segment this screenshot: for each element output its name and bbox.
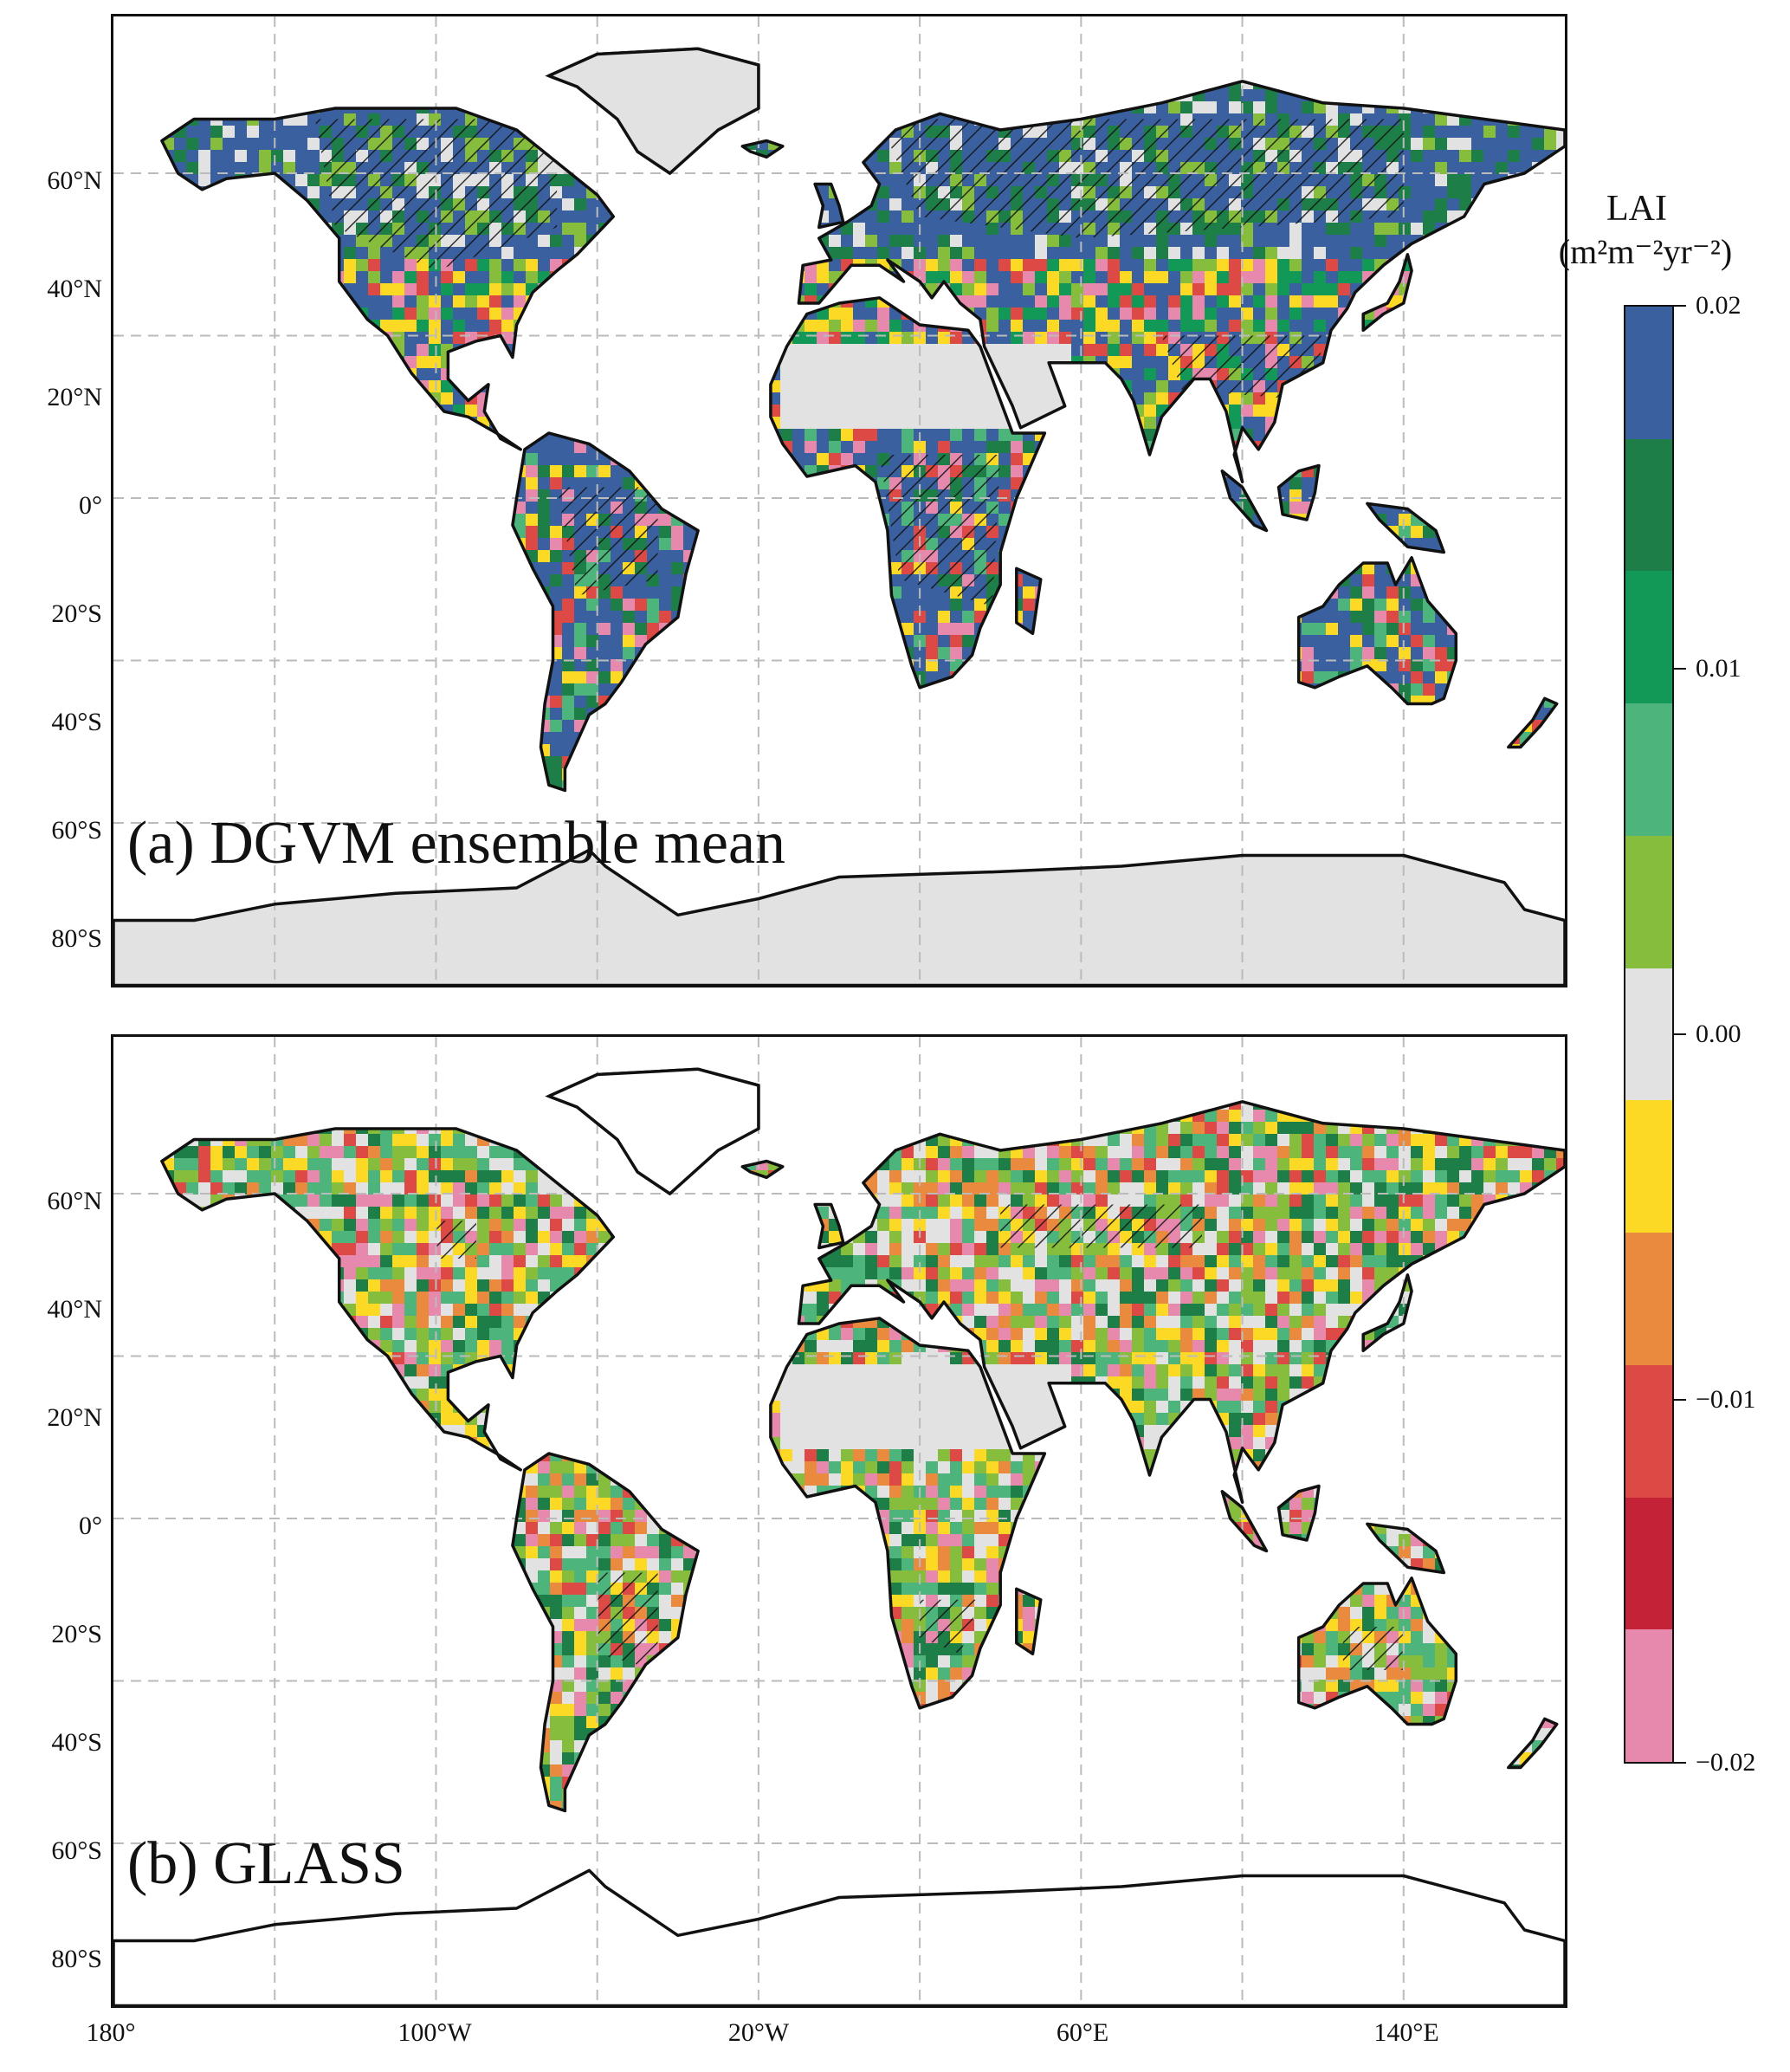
lat-tick-a-40n: 40°N <box>47 275 102 303</box>
cb-tick-neg-0.01: −0.01 <box>1696 1385 1756 1414</box>
map-svg-dgvm <box>113 16 1565 985</box>
coastline-north-america <box>160 107 616 451</box>
coastline-uk <box>813 182 845 230</box>
panel-label-a: (a) DGVM ensemble mean <box>127 810 786 877</box>
colorbar-segment-8 <box>1625 1364 1672 1498</box>
cb-tick-0.01: 0.01 <box>1696 654 1742 683</box>
lat-tick-a-40s: 40°S <box>51 708 102 736</box>
colorbar-segment-10 <box>1625 1629 1672 1763</box>
colorbar-segment-6 <box>1625 1100 1672 1233</box>
lon-tick-100w: 100°W <box>397 2018 472 2047</box>
colorbar-segment-3 <box>1625 703 1672 836</box>
coastline-north-america <box>160 1127 616 1472</box>
antarctica-land <box>113 1870 1565 2005</box>
coastline-antarctica <box>113 848 1565 985</box>
coastline-madagascar <box>1015 567 1043 636</box>
coastline-japan <box>1361 1273 1413 1353</box>
colorbar-segment-9 <box>1625 1497 1672 1630</box>
lat-tick-b-60s: 60°S <box>51 1836 102 1865</box>
coastline-iceland <box>740 1159 785 1180</box>
coastline-japan <box>1361 253 1413 333</box>
coastline-eurasia <box>797 1100 1565 1505</box>
coastline-new-guinea <box>1366 1522 1446 1575</box>
coastline-madagascar <box>1015 1587 1043 1656</box>
greenland-land <box>545 47 760 176</box>
cb-tickmark-3 <box>1674 1033 1686 1035</box>
lat-tick-b-40s: 40°S <box>51 1728 102 1757</box>
cb-tickmark-5 <box>1674 1762 1686 1764</box>
coastline-new-zealand <box>1507 696 1559 749</box>
coastline-iceland <box>740 139 785 159</box>
lat-tick-b-20s: 20°S <box>51 1620 102 1648</box>
cb-tickmark-4 <box>1674 1399 1686 1401</box>
colorbar-segment-7 <box>1625 1233 1672 1365</box>
colorbar-segment-5 <box>1625 968 1672 1101</box>
cb-tick-0.02: 0.02 <box>1696 291 1742 320</box>
coastline-borneo <box>1276 1484 1321 1542</box>
coastline-new-zealand <box>1507 1717 1559 1770</box>
lat-tick-a-20n: 20°N <box>47 383 102 411</box>
cb-tick-0.00: 0.00 <box>1696 1020 1742 1048</box>
lat-tick-b-40n: 40°N <box>47 1295 102 1324</box>
coastline-australia <box>1296 556 1458 706</box>
gridlines <box>113 16 1565 985</box>
lon-tick-140e: 140°E <box>1373 2018 1439 2047</box>
colorbar-segment-4 <box>1625 835 1672 968</box>
lat-tick-a-80s: 80°S <box>51 924 102 953</box>
coastlines <box>113 1067 1565 2005</box>
lon-tick-20w: 20°W <box>727 2018 790 2047</box>
colorbar <box>1624 305 1674 1764</box>
coastline-eurasia <box>797 80 1565 484</box>
colorbar-title: LAI <box>1606 189 1667 229</box>
cb-tick-neg-0.02: −0.02 <box>1696 1748 1756 1777</box>
coastline-sumatra <box>1220 469 1269 533</box>
colorbar-segment-1 <box>1625 438 1672 572</box>
lat-tick-b-0: 0° <box>79 1512 102 1540</box>
cb-tickmark-2 <box>1674 668 1686 670</box>
greenland-land <box>545 1067 760 1196</box>
coastline-australia <box>1296 1577 1458 1726</box>
colorbar-segment-2 <box>1625 571 1672 704</box>
lat-tick-b-20n: 20°N <box>47 1403 102 1432</box>
colorbar-segment-0 <box>1625 307 1672 439</box>
cb-tickmark-1 <box>1674 305 1686 307</box>
coastline-south-america <box>511 1452 700 1813</box>
map-svg-glass <box>113 1037 1565 2005</box>
coastline-new-guinea <box>1366 502 1446 554</box>
lon-tick-60e: 60°E <box>1056 2018 1109 2047</box>
colorbar-units: (m²m⁻²yr⁻²) <box>1558 232 1733 271</box>
significance-hatching <box>436 1204 1404 1670</box>
coastlines <box>113 47 1565 985</box>
coastline-africa <box>769 1317 1047 1710</box>
panel-label-b: (b) GLASS <box>127 1830 405 1897</box>
coastline-africa <box>769 296 1047 690</box>
coastline-antarctica <box>113 1868 1565 2005</box>
coastline-sumatra <box>1220 1490 1269 1553</box>
lat-tick-a-0: 0° <box>79 491 102 520</box>
lat-tick-b-60n: 60°N <box>47 1187 102 1215</box>
lat-tick-a-60s: 60°S <box>51 816 102 845</box>
coastline-uk <box>813 1202 845 1250</box>
coastline-borneo <box>1276 463 1321 521</box>
map-panel-dgvm: (a) DGVM ensemble mean <box>111 14 1567 987</box>
lat-tick-b-80s: 80°S <box>51 1945 102 1973</box>
map-panel-glass: (b) GLASS <box>111 1034 1567 2008</box>
antarctica-land <box>113 850 1565 985</box>
lat-tick-a-20s: 20°S <box>51 599 102 628</box>
lat-tick-a-60n: 60°N <box>47 166 102 195</box>
coastline-south-america <box>511 431 700 793</box>
lon-tick-180: 180° <box>86 2018 136 2047</box>
gridlines <box>113 1037 1565 2005</box>
